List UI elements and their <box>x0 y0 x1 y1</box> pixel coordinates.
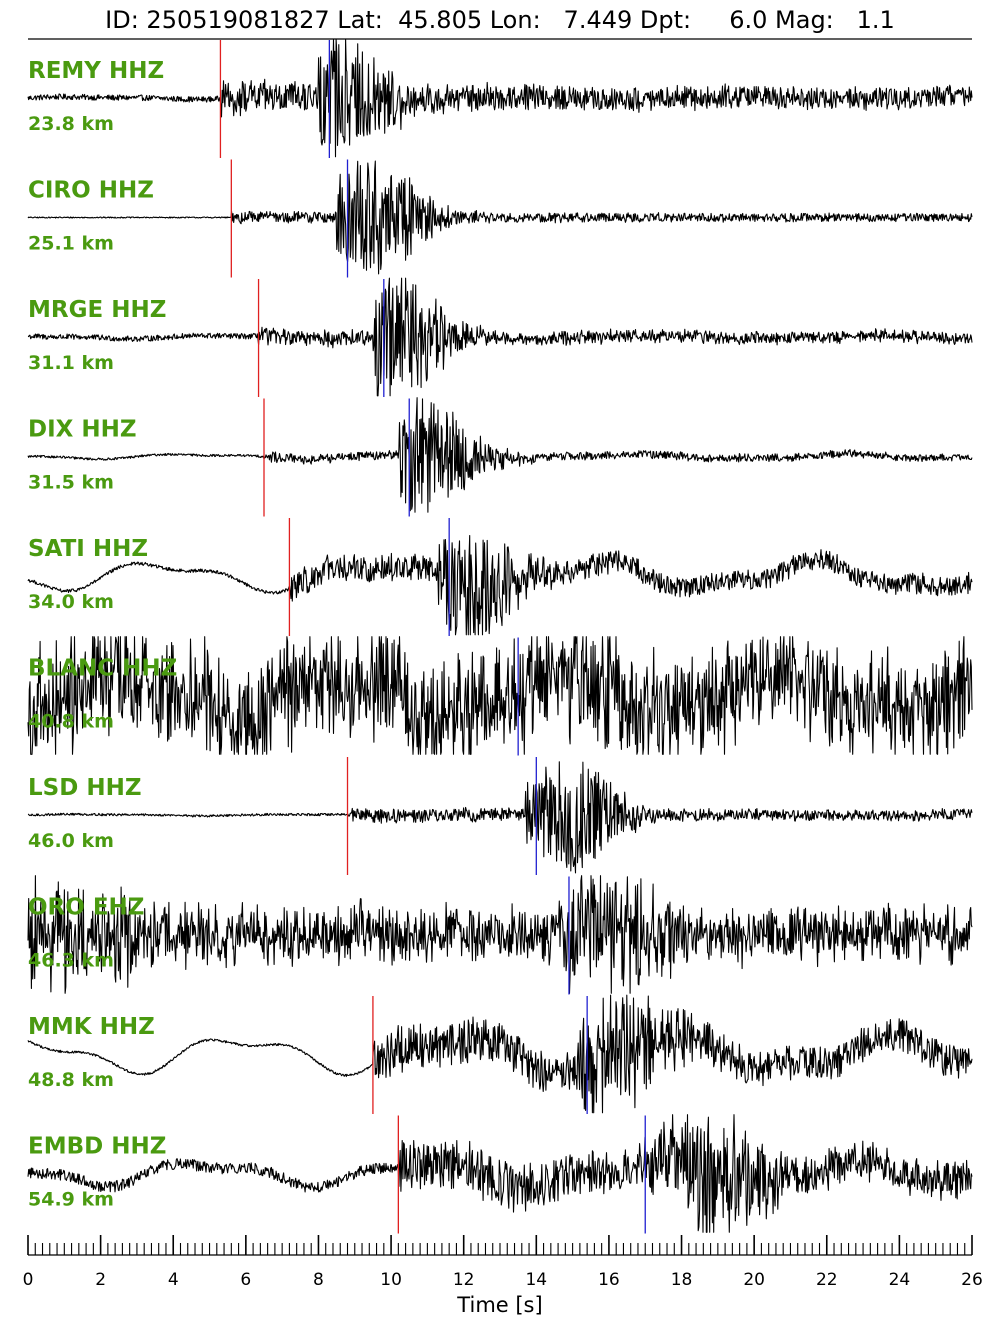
x-tick-label: 4 <box>168 1270 179 1290</box>
station-distance-label: 23.8 km <box>28 113 114 135</box>
station-name-label: REMY HHZ <box>28 58 164 84</box>
station-name-label: LSD HHZ <box>28 775 142 801</box>
x-tick-label: 8 <box>313 1270 324 1290</box>
labels-layer: REMY HHZ 23.8 km CIRO HHZ 25.1 km MRGE HHZ 31… <box>28 58 177 1211</box>
station-distance-label: 48.8 km <box>28 1069 114 1091</box>
traces-layer <box>27 38 973 1233</box>
x-tick-label: 22 <box>816 1270 838 1290</box>
x-tick-label: 2 <box>95 1270 106 1290</box>
station-distance-label: 54.9 km <box>28 1189 114 1211</box>
x-tick-label: 12 <box>453 1270 475 1290</box>
station-distance-label: 34.0 km <box>28 591 114 613</box>
trace-mrge-hhz <box>27 277 973 397</box>
x-tick-label: 20 <box>743 1270 765 1290</box>
station-distance-label: 31.5 km <box>28 472 114 494</box>
station-distance-label: 25.1 km <box>28 233 114 255</box>
x-tick-label: 14 <box>525 1270 547 1290</box>
trace-ciro-hhz <box>27 160 973 275</box>
chart-title: ID: 250519081827 Lat: 45.805 Lon: 7.449 … <box>105 6 895 34</box>
trace-dix-hhz <box>27 397 973 513</box>
trace-lsd-hhz <box>27 761 973 874</box>
x-tick-label: 26 <box>961 1270 983 1290</box>
x-axis-label: Time [s] <box>456 1293 542 1317</box>
trace-blanc-hhz <box>27 636 973 755</box>
trace-oro-ehz <box>27 875 973 994</box>
x-tick-label: 18 <box>671 1270 693 1290</box>
x-tick-label: 16 <box>598 1270 620 1290</box>
station-name-label: MRGE HHZ <box>28 297 166 323</box>
trace-sati-hhz <box>27 534 973 636</box>
x-tick-label: 10 <box>380 1270 402 1290</box>
trace-mmk-hhz <box>27 994 973 1114</box>
station-name-label: SATI HHZ <box>28 536 148 562</box>
picks-layer <box>219 40 646 1234</box>
station-name-label: EMBD HHZ <box>28 1134 166 1160</box>
station-name-label: CIRO HHZ <box>28 178 154 204</box>
station-distance-label: 40.8 km <box>28 711 114 733</box>
station-name-label: MMK HHZ <box>28 1014 155 1040</box>
station-distance-label: 46.3 km <box>28 950 114 972</box>
x-tick-label: 6 <box>240 1270 251 1290</box>
station-name-label: BLANC HHZ <box>28 656 177 682</box>
station-distance-label: 31.1 km <box>28 352 114 374</box>
x-tick-label: 24 <box>889 1270 911 1290</box>
trace-remy-hhz <box>27 38 973 158</box>
station-distance-label: 46.0 km <box>28 830 114 852</box>
trace-embd-hhz <box>27 1114 973 1233</box>
station-name-label: ORO EHZ <box>28 895 144 921</box>
station-name-label: DIX HHZ <box>28 417 137 443</box>
x-tick-label: 0 <box>23 1270 34 1290</box>
x-axis: 0 2 4 6 8 10 12 14 16 18 20 22 24 26 <box>23 1235 983 1290</box>
